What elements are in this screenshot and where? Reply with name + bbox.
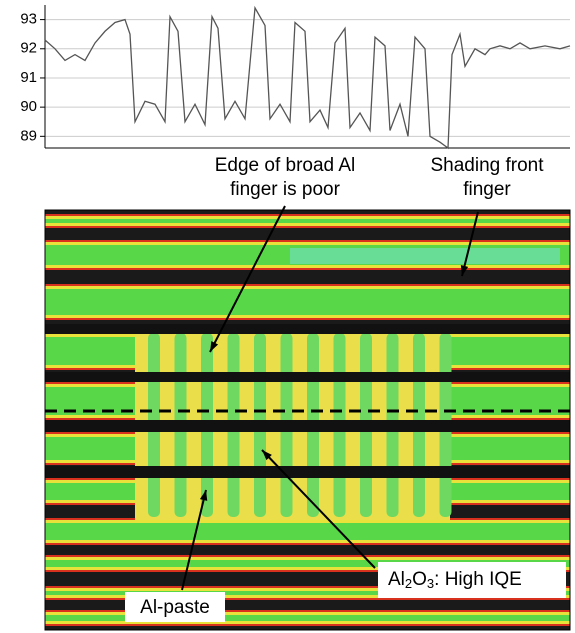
black-row (45, 466, 570, 478)
y-tick-label: 91 (20, 69, 37, 86)
arrow-head (262, 450, 272, 461)
annotation-part: O (412, 569, 427, 590)
label-box (125, 592, 225, 622)
map-image (44, 209, 571, 631)
map-green (45, 591, 570, 595)
arrow-line (209, 205, 286, 353)
map-green (45, 523, 570, 540)
arrow-head (199, 490, 208, 501)
y-tick-label: 90 (20, 98, 37, 115)
annotation: finger is poor (230, 179, 341, 200)
map-cyan (290, 248, 560, 264)
label-box (378, 562, 566, 598)
annotation-part: Al (388, 569, 405, 590)
y-tick-label: 89 (20, 127, 37, 144)
annotation-part: : High IQE (434, 569, 522, 590)
map-border (44, 209, 571, 631)
black-row (45, 324, 570, 334)
arrow-head (460, 265, 469, 276)
arrow-line (461, 211, 479, 277)
annotation-part: 2 (405, 576, 412, 591)
map-green (45, 615, 570, 621)
profile-line (44, 5, 571, 150)
black-row (45, 420, 570, 432)
annotation: Al2O3: High IQE (388, 569, 522, 591)
annotation: finger (463, 179, 511, 200)
annotation: Al-paste (140, 597, 210, 618)
black-row (45, 372, 570, 382)
annotation: Edge of broad Al (215, 155, 356, 176)
arrow-line (181, 489, 207, 591)
y-tick-label: 93 (20, 11, 37, 28)
map-green (45, 560, 570, 567)
annotation: Shading front (430, 155, 544, 176)
map-green (45, 219, 570, 223)
y-tick-label: 92 (20, 40, 37, 57)
arrow-head (210, 341, 219, 352)
map-green (45, 289, 570, 315)
arrow-line (261, 449, 376, 569)
annotation-part: 3 (427, 576, 434, 591)
